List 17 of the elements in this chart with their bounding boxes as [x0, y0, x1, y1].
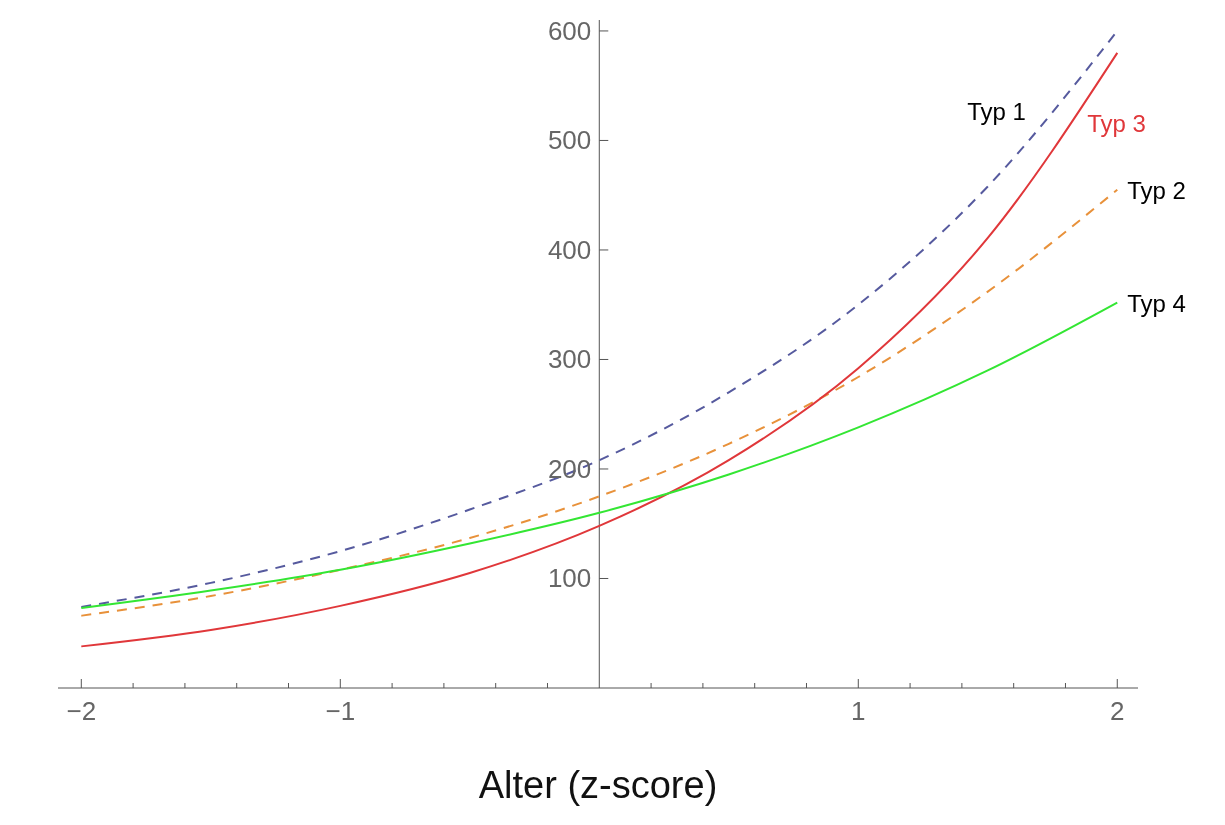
series-label: Typ 4 — [1127, 289, 1186, 317]
y-tick-label: 300 — [547, 344, 592, 375]
line-series — [80, 188, 1119, 617]
series-label: Typ 2 — [1127, 176, 1186, 204]
x-tick-label: −2 — [66, 696, 97, 726]
y-tick-label: 600 — [547, 15, 592, 46]
y-tick-label: 200 — [547, 453, 592, 484]
y-tick-label: 100 — [547, 563, 592, 594]
x-tick-label: 2 — [1110, 696, 1125, 726]
x-tick-label: −1 — [325, 696, 356, 726]
y-tick-label: 500 — [547, 125, 592, 156]
x-tick-label: 1 — [851, 696, 866, 726]
y-tick-label: 400 — [547, 234, 592, 265]
series-label: Typ 1 — [967, 97, 1026, 125]
line-series — [80, 301, 1119, 610]
x-axis-title: Alter (z-score) — [478, 764, 718, 806]
series-label: Typ 3 — [1087, 109, 1146, 137]
